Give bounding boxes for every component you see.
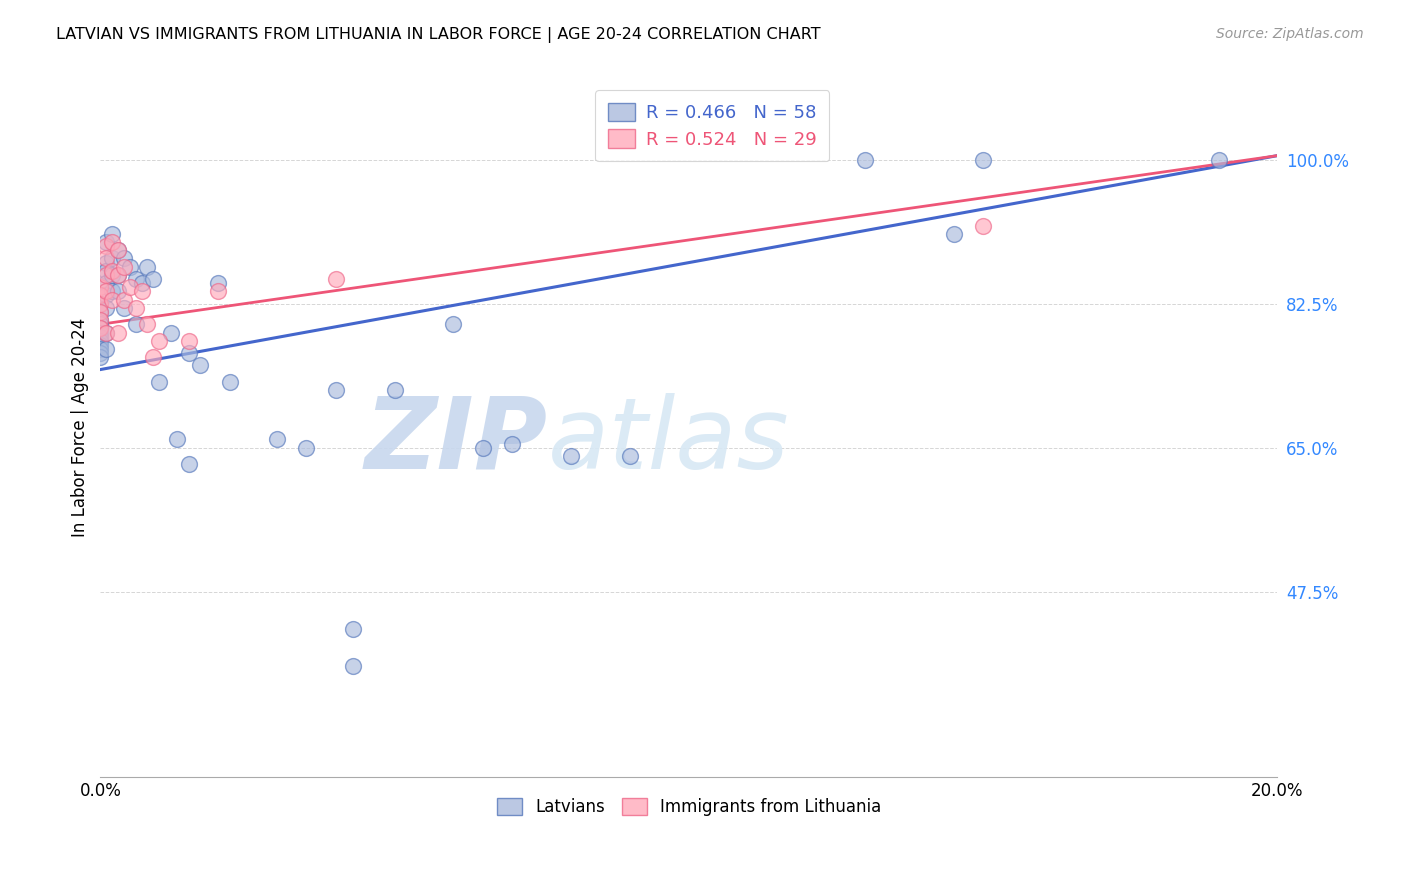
Point [619,449,641,463]
Point [972,219,994,233]
Point [177,334,200,348]
Point [89,350,111,364]
Point [942,227,965,241]
Point [107,244,129,258]
Point [160,326,183,340]
Point [325,383,347,397]
Point [89,296,111,310]
Point [142,350,165,364]
Text: ZIP: ZIP [364,392,548,490]
Point [107,268,129,282]
Point [118,260,141,274]
Point [295,441,318,455]
Point [207,285,229,299]
Point [136,260,159,274]
Point [96,301,118,315]
Point [89,321,111,335]
Point [96,276,118,290]
Point [96,288,118,302]
Point [136,318,159,332]
Point [96,326,118,340]
Point [148,375,170,389]
Point [207,276,229,290]
Point [101,235,124,249]
Point [101,264,124,278]
Text: atlas: atlas [548,392,789,490]
Point [96,252,118,266]
Point [101,268,124,282]
Point [166,433,188,447]
Point [501,436,523,450]
Point [342,622,364,636]
Point [89,346,111,360]
Point [112,293,135,307]
Point [342,658,364,673]
Point [177,457,200,471]
Y-axis label: In Labor Force | Age 20-24: In Labor Force | Age 20-24 [72,318,89,537]
Point [443,318,465,332]
Point [107,326,129,340]
Point [384,383,406,397]
Point [96,264,118,278]
Point [89,305,111,319]
Point [96,285,118,299]
Point [1208,153,1230,167]
Point [89,305,111,319]
Point [148,334,170,348]
Point [112,252,135,266]
Point [89,334,111,348]
Point [118,280,141,294]
Point [89,288,111,302]
Point [107,285,129,299]
Point [89,313,111,327]
Point [177,346,200,360]
Point [124,301,146,315]
Point [142,272,165,286]
Point [101,227,124,241]
Point [107,244,129,258]
Point [560,449,582,463]
Point [131,276,153,290]
Point [89,326,111,340]
Point [96,235,118,249]
Point [89,313,111,327]
Point [96,239,118,253]
Point [101,285,124,299]
Legend: Latvians, Immigrants from Lithuania: Latvians, Immigrants from Lithuania [488,789,890,824]
Point [89,342,111,356]
Text: Source: ZipAtlas.com: Source: ZipAtlas.com [1216,27,1364,41]
Point [101,252,124,266]
Point [89,329,111,343]
Point [89,338,111,352]
Point [124,272,146,286]
Point [131,285,153,299]
Point [96,326,118,340]
Point [190,359,212,373]
Point [89,321,111,335]
Point [89,296,111,310]
Point [471,441,494,455]
Point [112,301,135,315]
Text: LATVIAN VS IMMIGRANTS FROM LITHUANIA IN LABOR FORCE | AGE 20-24 CORRELATION CHAR: LATVIAN VS IMMIGRANTS FROM LITHUANIA IN … [56,27,821,43]
Point [124,318,146,332]
Point [855,153,877,167]
Point [101,293,124,307]
Point [325,272,347,286]
Point [266,433,288,447]
Point [96,268,118,282]
Point [89,318,111,332]
Point [96,342,118,356]
Point [107,268,129,282]
Point [96,255,118,269]
Point [218,375,240,389]
Point [112,260,135,274]
Point [972,153,994,167]
Point [89,280,111,294]
